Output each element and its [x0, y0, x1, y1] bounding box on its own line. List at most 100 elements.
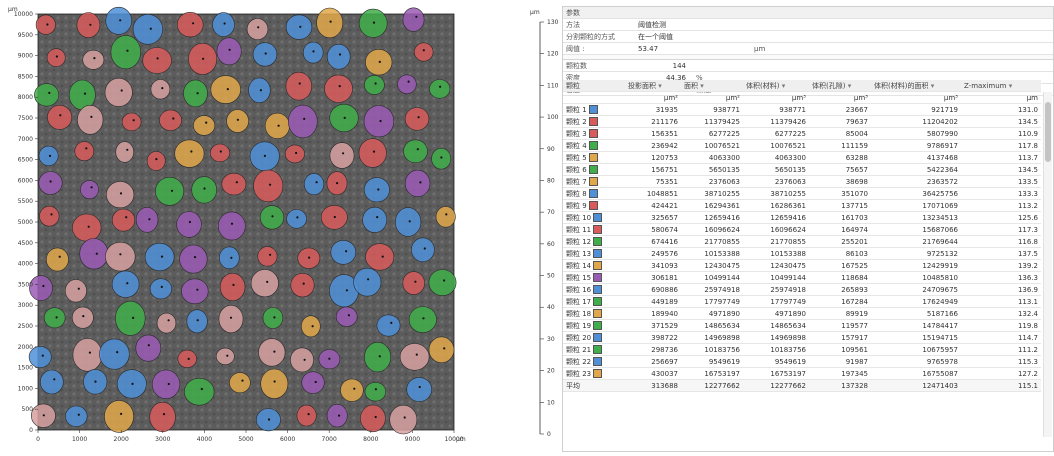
column-header[interactable]: 体积(孔隙) ▾: [809, 80, 871, 92]
table-cell: 306181: [625, 271, 681, 284]
particle-peak-dot: [312, 50, 315, 53]
table-row[interactable]: 颗粒 8 1048851 38710255 38710255 351070 364257…: [563, 187, 1041, 200]
particle-peak-dot: [188, 220, 191, 224]
particle-peak-dot: [419, 181, 422, 184]
table-cell: 265893: [809, 283, 871, 296]
particle-peak-dot: [390, 321, 393, 324]
particle: [404, 107, 430, 131]
particle: [77, 105, 104, 135]
column-header[interactable]: 投影面积 ▾: [625, 80, 681, 92]
column-header[interactable]: 体积(材料)的面积 ▾: [871, 80, 961, 92]
particle-peak-dot: [235, 181, 238, 184]
particle-peak-dot: [89, 23, 92, 26]
table-row[interactable]: 颗粒 22 256697 9549619 9549619 91987 9765978 11…: [563, 355, 1041, 368]
table-cell: 17797749: [681, 295, 743, 308]
table-row[interactable]: 颗粒 23 430037 16753197 16753197 197345 167550…: [563, 367, 1041, 380]
table-row[interactable]: 颗粒 21 298736 10183756 10183756 109561 106759…: [563, 343, 1041, 356]
particle-peak-dot: [440, 156, 443, 159]
y-tick-label: 9500: [18, 32, 33, 39]
results-panel: 参数 方法 阈值检测 分割颗粒的方式 在一个阈值 阈值 : 53.47 μm 颗粒数 144 密…: [562, 6, 1054, 452]
table-row[interactable]: 颗粒 15 306181 10499144 10499144 118684 104858…: [563, 271, 1041, 284]
column-header[interactable]: 面积 ▾: [681, 80, 743, 92]
column-header[interactable]: 体积(材料) ▾: [743, 80, 809, 92]
column-header[interactable]: Z-maximum ▾: [961, 80, 1041, 92]
table-cell: 325657: [625, 211, 681, 224]
particle: [104, 400, 134, 433]
particle-color-swatch: [588, 189, 598, 198]
particle: [429, 79, 451, 99]
particle: [210, 143, 231, 163]
chevron-down-icon[interactable]: ▾: [1008, 81, 1013, 90]
table-cell: 16096624: [681, 223, 743, 236]
particle-peak-dot: [336, 182, 339, 185]
particle: [179, 244, 208, 274]
particle-name: 颗粒 4: [566, 141, 589, 150]
particle-peak-dot: [269, 183, 272, 186]
particle: [64, 279, 87, 303]
particle-peak-dot: [147, 344, 150, 347]
chevron-down-icon[interactable]: ▾: [658, 81, 662, 90]
table-scrollbar[interactable]: [1043, 92, 1052, 437]
particle: [253, 169, 284, 203]
particle: [287, 104, 318, 139]
particle-peak-dot: [381, 255, 384, 258]
table-row[interactable]: 颗粒 19 371529 14865634 14865634 119577 147844…: [563, 319, 1041, 332]
table-row[interactable]: 颗粒 14 341093 12430475 12430475 167525 124299…: [563, 259, 1041, 272]
particle-peak-dot: [443, 347, 446, 350]
table-cell: 38698: [809, 175, 871, 188]
table-row[interactable]: 颗粒 20 398722 14969898 14969898 157917 151947…: [563, 331, 1041, 344]
particle-peak-dot: [162, 413, 166, 416]
table-cell: 10153388: [743, 247, 809, 260]
particle-peak-dot: [416, 148, 419, 151]
table-row[interactable]: 颗粒 11 580674 16096624 16096624 164974 156870…: [563, 223, 1041, 236]
chevron-down-icon[interactable]: ▾: [781, 81, 786, 90]
table-cell: 120753: [625, 151, 681, 164]
particle-image-plot[interactable]: 0 1000 2000 3000 4000 5000 6000 7000 8000 9000 100…: [0, 0, 470, 456]
particle-peak-dot: [88, 351, 91, 354]
table-cell: 109561: [809, 343, 871, 356]
table-row[interactable]: 颗粒 17 449189 17797749 17797749 167284 176249…: [563, 295, 1041, 308]
table-row[interactable]: 颗粒 1 31935 938771 938771 23667 921719 131.0: [563, 103, 1041, 116]
table-row[interactable]: 颗粒 13 249576 10153388 10153388 86103 9725132…: [563, 247, 1041, 260]
particle: [284, 144, 305, 164]
table-cell: 12430475: [743, 259, 809, 272]
table-row[interactable]: 颗粒 16 690886 25974918 25974918 265893 247096…: [563, 283, 1041, 296]
table-average-row: 平均 313688 12277662 12277662 137328 12471403 11…: [563, 379, 1041, 392]
particle-peak-dot: [376, 216, 379, 219]
scrollbar-thumb[interactable]: [1045, 102, 1051, 162]
table-row[interactable]: 颗粒 3 156351 6277225 6277225 85004 5807990 110…: [563, 127, 1041, 140]
particle: [176, 211, 202, 238]
table-row[interactable]: 颗粒 18 189940 4971890 4971890 89919 5187166 13…: [563, 307, 1041, 320]
table-row[interactable]: 颗粒 7 75351 2376063 2376063 38698 2363572 133.…: [563, 175, 1041, 188]
column-unit: μm³: [871, 91, 961, 104]
table-cell: 75351: [625, 175, 681, 188]
particle-color-swatch: [593, 309, 603, 318]
particle-name: 颗粒 22: [566, 357, 594, 366]
particle-peak-dot: [83, 92, 87, 95]
particle-peak-dot: [295, 151, 298, 155]
column-header[interactable]: 颗粒: [563, 80, 625, 92]
particle-peak-dot: [87, 225, 90, 228]
particle: [262, 307, 284, 329]
particle-peak-dot: [48, 91, 51, 94]
chevron-down-icon[interactable]: ▾: [700, 81, 704, 90]
table-row[interactable]: 颗粒 2 211176 11379425 11379426 79637 11204202…: [563, 115, 1041, 128]
chevron-down-icon[interactable]: ▾: [930, 81, 935, 90]
x-tick-label: 10000: [444, 436, 463, 443]
table-row[interactable]: 颗粒 5 120753 4063300 4063300 63288 4137468 113…: [563, 151, 1041, 164]
table-row[interactable]: 颗粒 6 156751 5650135 5650135 75657 5422364 134…: [563, 163, 1041, 176]
table-cell: 12659416: [743, 211, 809, 224]
particle-peak-dot: [82, 315, 85, 318]
table-row[interactable]: 颗粒 12 674416 21770855 21770855 255201 217696…: [563, 235, 1041, 248]
average-cell: 115.1: [961, 379, 1041, 392]
particle-peak-dot: [59, 114, 62, 117]
table-cell: 4063300: [743, 151, 809, 164]
table-row[interactable]: 颗粒 4 236942 10076521 10076521 111159 9786917…: [563, 139, 1041, 152]
table-cell: 25974918: [681, 283, 743, 296]
particle: [149, 278, 172, 300]
table-row[interactable]: 颗粒 9 424421 16294361 16286361 137715 1707106…: [563, 199, 1041, 212]
particle: [406, 377, 433, 402]
chevron-down-icon[interactable]: ▾: [847, 81, 852, 90]
particle-name: 颗粒 17: [566, 297, 594, 306]
table-row[interactable]: 颗粒 10 325657 12659416 12659416 161703 132345…: [563, 211, 1041, 224]
